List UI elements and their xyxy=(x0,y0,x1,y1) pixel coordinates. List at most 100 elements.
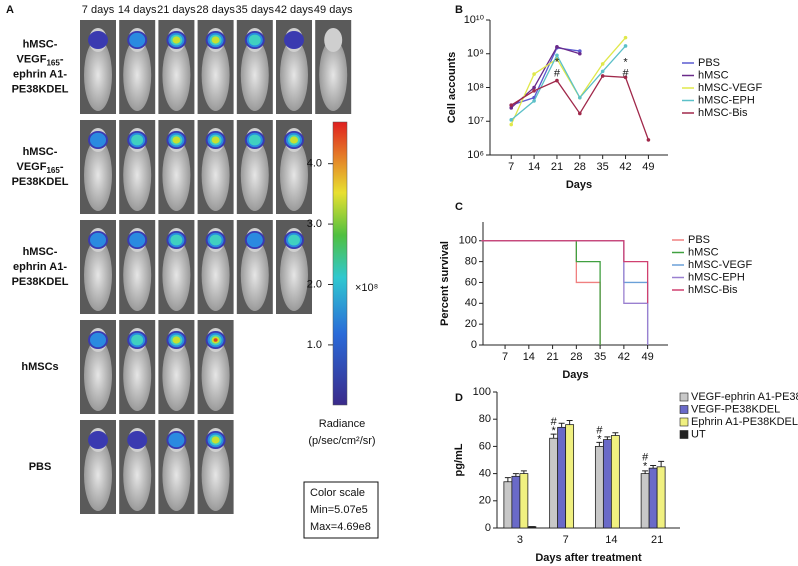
scale-box-text: Max=4.69e8 xyxy=(310,521,371,533)
point xyxy=(578,49,582,53)
y-tick-label: 80 xyxy=(465,256,477,268)
x-tick-label: 42 xyxy=(619,161,631,173)
mouse-body xyxy=(162,339,191,411)
survival-line xyxy=(481,240,649,345)
point xyxy=(623,44,628,48)
y-tick-label: 60 xyxy=(479,440,491,452)
mouse-head xyxy=(324,28,343,52)
y-tick-label: 100 xyxy=(459,235,477,247)
point xyxy=(532,85,536,90)
point xyxy=(600,74,605,78)
annotation: * xyxy=(551,425,556,437)
row-label-sub: 165 xyxy=(46,166,60,175)
mouse-body xyxy=(162,439,191,511)
point xyxy=(509,103,514,107)
signal-blob xyxy=(90,332,106,348)
colorbar-tick-label: 3.0 xyxy=(307,218,322,230)
annotation: * xyxy=(597,433,602,445)
y-tick-label: 0 xyxy=(471,339,477,351)
bar xyxy=(557,426,567,529)
x-axis-title: Days xyxy=(566,179,592,191)
error-bar xyxy=(566,420,573,425)
legend-label: PBS xyxy=(688,234,710,246)
error-bar xyxy=(612,432,619,436)
error-bar xyxy=(550,433,557,439)
mouse-body xyxy=(201,439,230,511)
legend-label: VEGF-ephrin A1-PE38KDEL xyxy=(691,391,798,403)
error-bar xyxy=(512,473,519,477)
survival-line xyxy=(481,240,601,345)
day-label: 14 days xyxy=(118,4,157,16)
day-label: 21 days xyxy=(157,4,196,16)
mouse-body xyxy=(123,239,152,311)
legend-label: hMSC-VEGF xyxy=(698,82,762,94)
series-line xyxy=(510,45,627,121)
x-tick-label: 49 xyxy=(642,351,654,363)
signal-blob xyxy=(213,338,218,342)
bar xyxy=(549,437,559,529)
row-label: hMSC- xyxy=(23,38,58,50)
y-tick-label: 40 xyxy=(479,468,491,480)
row-label-part: - xyxy=(60,161,64,173)
x-tick-label: 28 xyxy=(570,351,582,363)
signal-blob xyxy=(211,36,220,44)
signal-blob xyxy=(90,232,106,248)
point xyxy=(509,122,514,127)
mouse-body xyxy=(240,39,269,111)
row-label: ephrin A1- xyxy=(13,261,67,273)
legend-label: hMSC-Bis xyxy=(698,107,748,119)
signal-blob xyxy=(127,431,148,449)
mouse-body xyxy=(201,39,230,111)
colorbar-tick-label: 1.0 xyxy=(307,339,322,351)
error-bar xyxy=(558,422,565,428)
colorbar-tick-label: 2.0 xyxy=(307,278,322,290)
x-tick-label: 42 xyxy=(618,351,630,363)
y-axis-title: Percent survival xyxy=(439,241,451,326)
error-bar xyxy=(658,460,665,467)
legend-swatch xyxy=(679,405,689,414)
point xyxy=(578,51,582,56)
row-label-part: VEGF xyxy=(17,53,47,65)
legend-swatch xyxy=(679,392,689,402)
point xyxy=(600,69,605,74)
row-label: hMSC- xyxy=(23,146,58,158)
panel-label: C xyxy=(455,201,463,213)
mouse-body xyxy=(240,139,269,211)
legend-label: hMSC-EPH xyxy=(688,271,745,283)
y-axis-title: pg/mL xyxy=(453,443,465,476)
point xyxy=(509,106,514,110)
signal-blob xyxy=(131,134,144,146)
row-label: VEGF165- xyxy=(17,161,64,175)
day-label: 42 days xyxy=(275,4,314,16)
y-tick-label: 40 xyxy=(465,297,477,309)
bar xyxy=(610,435,620,529)
signal-blob xyxy=(129,32,146,48)
survival-line xyxy=(481,240,649,304)
panel-label: A xyxy=(6,4,14,16)
row-label: PE38KDEL xyxy=(12,176,69,188)
legend-label: hMSC-EPH xyxy=(698,94,755,106)
signal-blob xyxy=(90,132,106,148)
mouse-body xyxy=(319,39,348,111)
signal-blob xyxy=(290,136,298,144)
mouse-body xyxy=(84,339,112,411)
row-label: hMSCs xyxy=(21,361,58,373)
x-tick-label: 7 xyxy=(508,161,514,173)
colorbar-multiplier: ×10⁸ xyxy=(355,282,378,294)
y-tick-label: 20 xyxy=(479,495,491,507)
signal-blob xyxy=(172,136,181,144)
mouse-body xyxy=(123,39,152,111)
x-tick-label: 21 xyxy=(551,161,563,173)
annotation: # xyxy=(642,452,649,464)
signal-blob xyxy=(88,31,108,49)
point xyxy=(555,45,559,49)
signal-blob xyxy=(168,432,185,448)
mouse-body xyxy=(280,239,308,311)
x-tick-label: 28 xyxy=(574,161,586,173)
mouse-body xyxy=(280,139,308,211)
panel-label: B xyxy=(455,4,463,16)
annotation: # xyxy=(554,67,561,79)
y-tick-label: 10⁸ xyxy=(467,81,484,93)
scale-box xyxy=(303,481,379,539)
